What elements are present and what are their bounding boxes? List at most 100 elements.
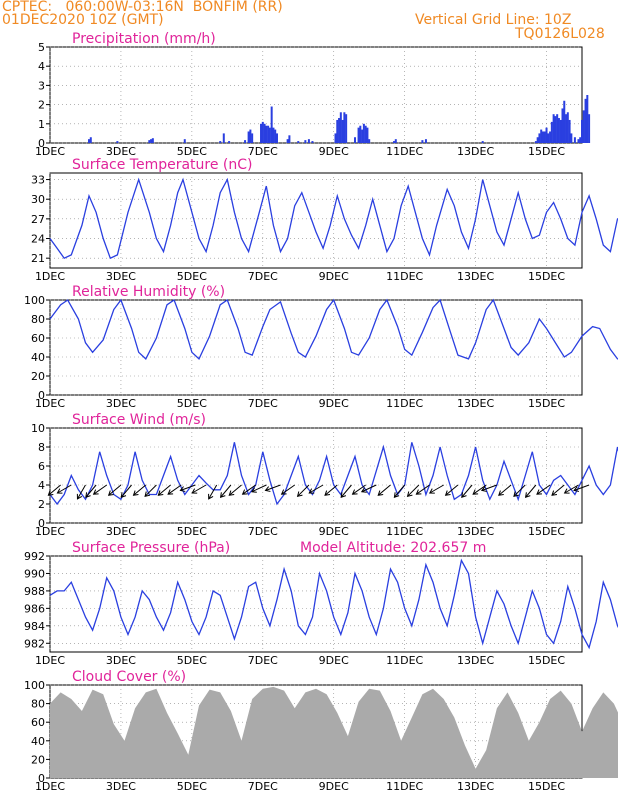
x-tick-label: 11DEC	[386, 780, 423, 793]
wind-vector-head	[324, 490, 331, 496]
y-tick-label: 4	[38, 479, 45, 492]
x-tick-label: 3DEC	[106, 525, 136, 538]
x-tick-label: 7DEC	[248, 654, 278, 667]
wind-vector-head	[351, 489, 358, 495]
wind-vector	[472, 484, 487, 495]
y-tick-label: 986	[24, 602, 45, 615]
wind-vector	[308, 484, 324, 494]
x-tick-label: 1DEC	[35, 780, 65, 793]
precip-bar	[550, 121, 553, 143]
y-tick-label: 40	[31, 351, 45, 364]
wind-vector-head	[56, 488, 63, 494]
x-tick-label: 15DEC	[528, 145, 565, 158]
wind-vector-head	[536, 489, 542, 495]
precip-bar	[286, 139, 289, 143]
x-tick-label: 9DEC	[319, 654, 349, 667]
wind-vector	[445, 484, 459, 496]
wind-vector-head	[472, 489, 479, 495]
wind-vector	[324, 484, 338, 496]
panel-title: Surface Temperature (nC)	[72, 157, 253, 173]
wind-vector-head	[480, 486, 487, 492]
wind-vector	[281, 484, 296, 495]
header-line2-right: TQ0126L028	[515, 26, 605, 42]
x-tick-label: 5DEC	[177, 270, 207, 283]
y-tick-label: 10	[31, 422, 45, 435]
precip-bar	[368, 139, 371, 143]
wind-vector-head	[551, 490, 558, 496]
precip-bar	[534, 141, 537, 143]
precip-bar	[581, 119, 583, 143]
wind-vector-head	[208, 493, 214, 500]
wind-vector-head	[563, 488, 570, 494]
y-tick-label: 0	[38, 517, 45, 530]
wind-vector	[158, 484, 171, 496]
precip-bar	[268, 127, 271, 143]
precip-bar	[150, 139, 153, 143]
wind-vector-head	[241, 489, 248, 495]
precip-bar	[89, 137, 92, 143]
panel-2-frame	[49, 299, 583, 396]
precip-bar	[151, 138, 154, 143]
wind-vector	[429, 484, 444, 494]
precip-bar	[540, 129, 543, 143]
x-tick-label: 15DEC	[528, 654, 565, 667]
wind-vector-head	[76, 493, 83, 500]
precip-bar	[260, 123, 263, 143]
x-tick-label: 9DEC	[319, 397, 349, 410]
x-tick-label: 9DEC	[319, 145, 349, 158]
precip-bar	[549, 131, 552, 143]
wind-vector-head	[191, 488, 198, 494]
precip-bar	[566, 112, 569, 143]
y-tick-label: 27	[31, 213, 45, 226]
wind-vector	[297, 484, 310, 497]
precip-bar	[552, 114, 555, 143]
wind-vector-head	[524, 492, 531, 499]
y-tick-label: 4	[38, 60, 45, 73]
precip-bar	[563, 100, 566, 143]
panel-title: Cloud Cover (%)	[72, 669, 186, 685]
panel-title: Surface Wind (m/s)	[72, 412, 206, 428]
precip-bar	[536, 137, 539, 143]
precip-bar	[424, 139, 427, 143]
precip-bar	[334, 133, 337, 143]
precip-bar	[116, 141, 119, 143]
precip-bar	[244, 140, 247, 143]
wind-vector	[498, 484, 512, 496]
y-tick-label: 20	[31, 753, 45, 766]
precip-bar	[88, 139, 91, 143]
panel-0-frame	[49, 46, 583, 144]
precip-bar	[393, 141, 396, 143]
wind-vector	[144, 484, 157, 497]
y-tick-label: 100	[24, 679, 45, 692]
wind-vector-head	[461, 492, 467, 499]
wind-vector-head	[498, 490, 504, 496]
x-tick-label: 9DEC	[319, 780, 349, 793]
precip-bar	[288, 135, 291, 143]
precip-bar	[362, 123, 365, 143]
y-tick-label: 2	[38, 498, 45, 511]
precip-bar	[541, 131, 544, 143]
series-line	[49, 177, 618, 260]
wind-vector-head	[219, 492, 226, 499]
precip-bar	[421, 140, 424, 143]
precip-bar	[586, 95, 589, 143]
y-tick-label: 60	[31, 716, 45, 729]
panel-annotation: Model Altitude: 202.657 m	[300, 540, 486, 556]
x-tick-label: 7DEC	[248, 780, 278, 793]
wind-vector-head	[107, 490, 114, 496]
x-tick-label: 3DEC	[106, 145, 136, 158]
x-tick-label: 5DEC	[177, 654, 207, 667]
header-line1-left: CPTEC: 060:00W-03:16N BONFIM (RR)	[2, 0, 283, 15]
wind-vector	[85, 484, 97, 498]
wind-vector	[228, 484, 242, 496]
wind-vector	[393, 484, 406, 498]
x-tick-label: 11DEC	[386, 270, 423, 283]
x-tick-label: 13DEC	[457, 780, 494, 793]
precip-bar	[339, 112, 342, 143]
precip-bar	[263, 123, 266, 143]
wind-vector	[180, 484, 196, 491]
x-tick-label: 15DEC	[528, 397, 565, 410]
precip-bar	[304, 140, 307, 143]
wind-vector	[361, 484, 377, 493]
wind-vector	[525, 484, 537, 498]
